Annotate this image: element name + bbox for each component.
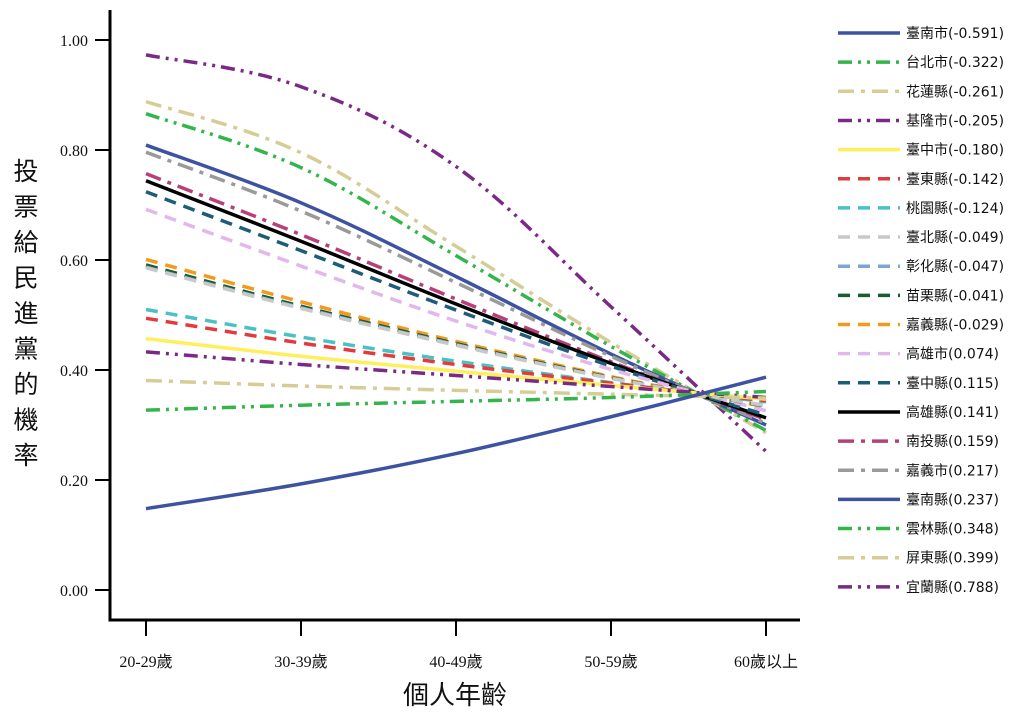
series-line [145,99,767,435]
legend-item: 台北市(-0.322) [838,54,1004,71]
legend-label: 彰化縣(-0.047) [906,258,1004,275]
legend-label: 高雄市(0.074) [906,346,999,363]
x-tick-label: 50-59歲 [584,653,637,671]
legend-item: 嘉義市(0.217) [838,462,999,479]
y-axis-title-char: 進 [13,299,38,328]
y-axis-title-char: 黨 [13,335,38,364]
series-line [145,257,767,409]
legend-label: 南投縣(0.159) [906,434,999,450]
legend-item: 臺中市(-0.180) [838,142,1004,159]
y-tick-label: 0.20 [60,473,88,490]
legend-label: 嘉義縣(-0.029) [906,317,1004,334]
series-line [145,207,767,413]
legend-item: 桃園縣(-0.124) [838,201,1004,217]
legend-item: 屏東縣(0.399) [838,551,999,567]
legend-label: 臺南市(-0.591) [906,25,1004,42]
series-line [145,375,767,511]
series-line [145,150,767,425]
legend-label: 台北市(-0.322) [906,54,1004,71]
legend-item: 高雄縣(0.141) [838,404,999,421]
legend-label: 臺東縣(-0.142) [906,172,1004,188]
x-tick-label: 20-29歲 [119,653,172,671]
legend-item: 雲林縣(0.348) [838,522,999,538]
y-tick-label: 0.00 [60,583,88,600]
legend-item: 南投縣(0.159) [838,434,999,450]
legend-item: 花蓮縣(-0.261) [838,84,1004,100]
legend-label: 苗栗縣(-0.041) [906,288,1004,304]
y-axis-title-char: 投 [13,157,38,186]
x-tick-label: 30-39歲 [274,653,327,671]
y-tick-label: 0.60 [60,253,88,270]
y-tick-label: 1.00 [60,33,88,50]
x-ticks: 20-29歲 30-39歲 40-49歲 50-59歲 60歲以上 [119,620,798,671]
series-line [145,266,767,408]
series-line [145,112,767,433]
legend-item: 苗栗縣(-0.041) [838,288,1004,304]
series-line [145,350,767,400]
y-axis-title-char: 給 [13,228,38,257]
legend-item: 臺東縣(-0.142) [838,172,1004,188]
y-tick-label: 0.40 [60,363,88,380]
legend-label: 雲林縣(0.348) [906,522,999,538]
legend-label: 臺中市(-0.180) [906,142,1004,159]
x-tick-label: 60歲以上 [734,653,798,671]
legend-item: 彰化縣(-0.047) [838,258,1004,275]
y-axis-title-char: 的 [13,370,38,399]
series-line [145,190,767,417]
legend-label: 屏東縣(0.399) [906,551,999,567]
legend-item: 臺中縣(0.115) [838,376,999,392]
legend-label: 臺南縣(0.237) [906,492,999,508]
y-axis-title-char: 機 [13,406,38,435]
legend-item: 基隆市(-0.205) [838,112,1004,129]
y-tick-label: 0.80 [60,143,88,160]
legend-item: 宜蘭縣(0.788) [838,580,999,596]
series-line [145,389,767,412]
y-ticks: 0.00 0.20 0.40 0.60 0.80 1.00 [60,33,110,600]
legend-label: 桃園縣(-0.124) [906,201,1004,217]
legend-item: 臺南市(-0.591) [838,25,1004,42]
series-line [145,378,767,400]
legend-label: 臺中縣(0.115) [906,376,999,392]
x-axis-title: 個人年齡 [403,681,507,711]
legend-label: 宜蘭縣(0.788) [906,580,999,596]
y-axis-title-char: 民 [13,264,38,293]
legend-item: 嘉義縣(-0.029) [838,317,1004,334]
legend-item: 臺北縣(-0.049) [838,230,1004,246]
x-tick-label: 40-49歲 [429,653,482,671]
series-line [145,263,767,409]
legend-label: 高雄縣(0.141) [906,404,999,421]
legend-label: 臺北縣(-0.049) [906,230,1004,246]
legend-item: 高雄市(0.074) [838,346,999,363]
y-axis-title-char: 票 [13,193,38,222]
y-axis-title-char: 率 [13,441,38,470]
legend-item: 臺南縣(0.237) [838,492,999,508]
axes [108,10,800,622]
series-line [145,53,768,453]
legend: 臺南市(-0.591) 台北市(-0.322) 花蓮縣(-0.261) 基隆市(-0.… [838,25,1004,596]
legend-label: 嘉義市(0.217) [906,462,999,479]
legend-label: 基隆市(-0.205) [906,112,1004,129]
plot-lines [145,53,768,511]
series-line [145,336,767,401]
legend-label: 花蓮縣(-0.261) [906,84,1004,100]
